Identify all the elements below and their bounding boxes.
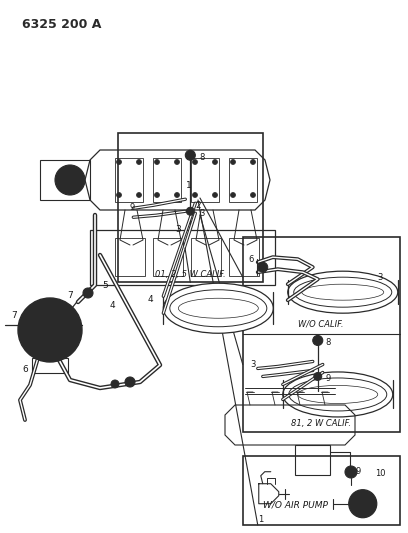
Bar <box>153 238 183 276</box>
Circle shape <box>18 298 82 362</box>
Text: 3: 3 <box>200 209 205 218</box>
Circle shape <box>251 159 255 165</box>
Circle shape <box>213 159 217 165</box>
Ellipse shape <box>289 378 387 411</box>
Text: 4: 4 <box>147 295 153 304</box>
Bar <box>115 238 145 276</box>
Bar <box>153 158 181 202</box>
Text: 8: 8 <box>200 153 205 161</box>
Circle shape <box>125 377 135 387</box>
Text: 01, 2, 5 W CALIF.: 01, 2, 5 W CALIF. <box>155 270 226 279</box>
Ellipse shape <box>298 385 378 403</box>
Text: 6325 200 A: 6325 200 A <box>22 18 101 31</box>
Bar <box>90 230 275 285</box>
Bar <box>243 456 400 525</box>
Ellipse shape <box>178 298 258 318</box>
Circle shape <box>349 490 377 518</box>
Circle shape <box>137 192 142 198</box>
Circle shape <box>155 159 160 165</box>
Text: 3: 3 <box>175 225 181 235</box>
Text: 7: 7 <box>11 311 17 319</box>
Text: W/O CALIF.: W/O CALIF. <box>298 320 344 329</box>
Text: 9: 9 <box>325 374 330 383</box>
Text: 3: 3 <box>250 360 255 369</box>
Text: 9: 9 <box>355 467 360 477</box>
Circle shape <box>111 380 119 388</box>
Circle shape <box>83 288 93 298</box>
Circle shape <box>258 262 268 272</box>
Circle shape <box>117 192 122 198</box>
Bar <box>229 158 257 202</box>
Bar <box>243 237 400 432</box>
Text: 6: 6 <box>248 255 253 264</box>
Text: 9: 9 <box>130 203 135 212</box>
Ellipse shape <box>288 271 398 313</box>
Text: 6: 6 <box>22 366 28 375</box>
Circle shape <box>314 373 322 381</box>
Circle shape <box>213 192 217 198</box>
Text: 7: 7 <box>67 290 73 300</box>
Bar <box>115 158 143 202</box>
Circle shape <box>175 192 180 198</box>
Text: 10: 10 <box>375 469 386 478</box>
Bar <box>229 238 259 276</box>
Bar <box>295 445 330 475</box>
Bar <box>40 160 90 200</box>
Ellipse shape <box>294 277 392 307</box>
Circle shape <box>62 172 78 188</box>
Text: 81, 2 W CALIF.: 81, 2 W CALIF. <box>291 419 351 428</box>
Text: 2: 2 <box>195 200 201 209</box>
Circle shape <box>30 310 70 350</box>
Ellipse shape <box>302 284 384 300</box>
Circle shape <box>186 207 194 215</box>
Ellipse shape <box>170 290 267 327</box>
Circle shape <box>355 496 371 512</box>
Circle shape <box>251 192 255 198</box>
Circle shape <box>313 335 323 345</box>
Circle shape <box>40 320 60 340</box>
Circle shape <box>55 165 85 195</box>
Circle shape <box>117 159 122 165</box>
Text: 1: 1 <box>258 514 264 523</box>
Circle shape <box>137 159 142 165</box>
Circle shape <box>155 192 160 198</box>
Circle shape <box>185 150 195 160</box>
Text: W/O AIR PUMP: W/O AIR PUMP <box>263 500 328 510</box>
Text: 4: 4 <box>109 301 115 310</box>
Circle shape <box>231 192 235 198</box>
Circle shape <box>193 192 197 198</box>
Text: 3: 3 <box>377 273 383 281</box>
Text: 8: 8 <box>325 338 330 347</box>
Bar <box>118 133 263 282</box>
Text: 5: 5 <box>102 280 108 289</box>
Text: 1: 1 <box>186 182 192 190</box>
Bar <box>191 238 221 276</box>
Ellipse shape <box>283 372 393 417</box>
Bar <box>32 358 68 373</box>
Circle shape <box>175 159 180 165</box>
Circle shape <box>345 466 357 478</box>
Circle shape <box>193 159 197 165</box>
Circle shape <box>231 159 235 165</box>
Ellipse shape <box>163 283 273 333</box>
Bar <box>191 158 219 202</box>
